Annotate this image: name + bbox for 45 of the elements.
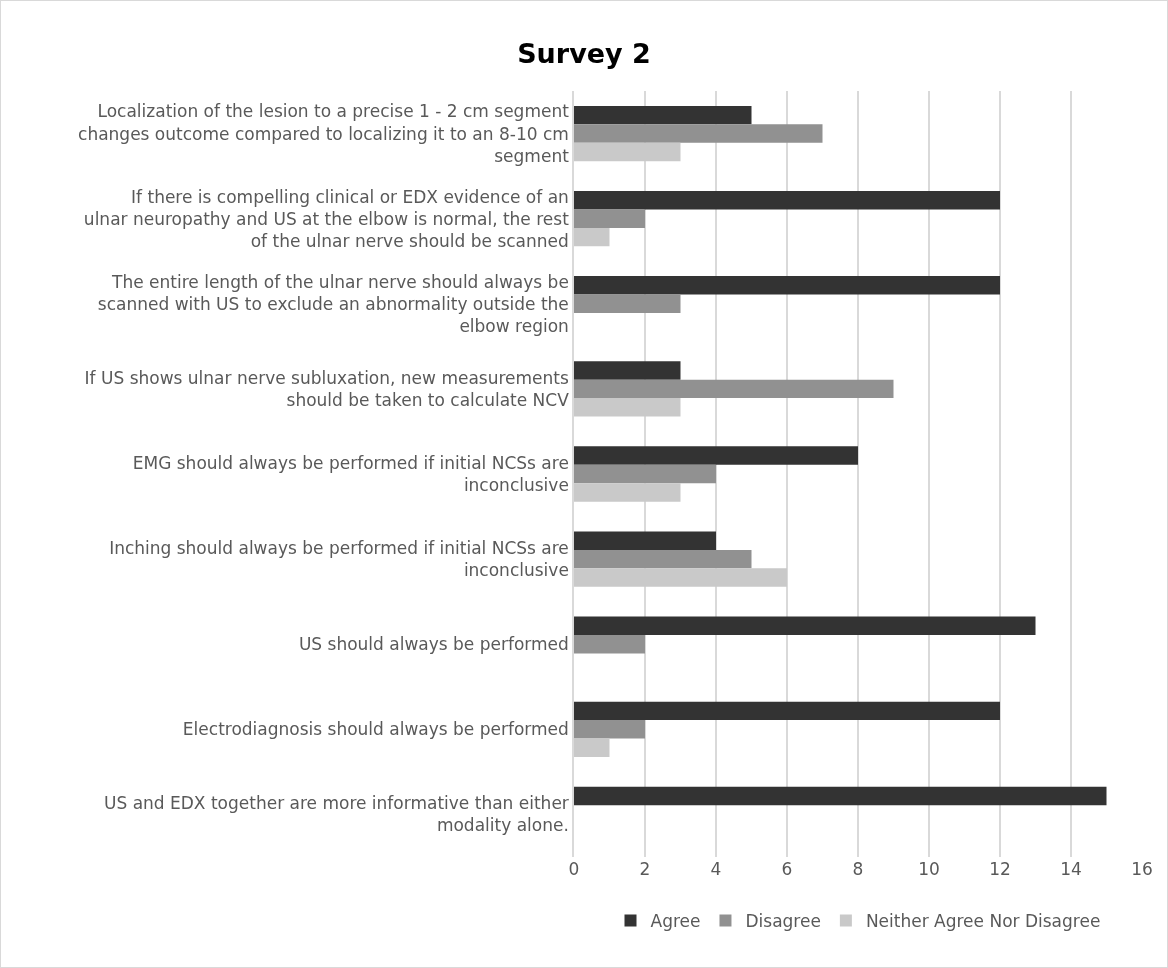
bar: [574, 483, 681, 502]
y-tick-label: US should always be performed: [298, 634, 569, 655]
x-tick-label: 16: [1131, 859, 1153, 879]
bar: [574, 105, 752, 125]
y-tick-label: The entire length of the ulnar nerve should always be scanned with US to exclude an abnormality outside the elbow region: [97, 271, 569, 336]
bar: [574, 398, 681, 417]
x-tick-label: 12: [989, 859, 1011, 879]
bar: [574, 142, 681, 162]
x-tick-label: 8: [852, 859, 864, 879]
bar: [574, 786, 1107, 806]
bar: [574, 276, 1000, 295]
x-tick-label: 10: [918, 859, 940, 879]
x-tick-label: 14: [1060, 859, 1082, 879]
x-tick-label: 6: [781, 859, 793, 879]
bar: [574, 549, 752, 569]
bar: [574, 616, 1036, 635]
bar: [574, 361, 681, 380]
x-tick-label: 2: [639, 859, 651, 879]
legend-label: Agree: [650, 911, 701, 932]
y-tick-label: If US shows ulnar nerve subluxation, new measurements should be taken to calculate NCV: [84, 367, 570, 410]
bar: [574, 446, 858, 465]
y-tick-label: Inching should always be performed if initial NCSs are inconclusive: [109, 538, 569, 581]
y-tick-label: If there is compelling clinical or EDX evidence of an ulnar neuropathy and US at the elbow is normal, the rest of the ulnar nerve should be scanned: [83, 186, 570, 251]
bar: [574, 738, 610, 757]
chart-title: Survey 2: [517, 38, 651, 70]
bar: [574, 227, 610, 247]
bar: [574, 379, 894, 399]
legend-label: Disagree: [745, 911, 821, 932]
bar: [574, 701, 1000, 721]
y-tick-label: EMG should always be performed if initial NCSs are inconclusive: [132, 452, 569, 495]
y-tick-label: Electrodiagnosis should always be performed: [182, 719, 569, 740]
bar: [574, 191, 1000, 210]
bar: [574, 531, 716, 550]
bar: [574, 209, 645, 228]
y-tick-label: Localization of the lesion to a precise 1 - 2 cm segment changes outcome compared to localizing it to an 8-10 cm segment: [78, 101, 570, 166]
bar: [574, 124, 823, 143]
legend-label: Neither Agree Nor Disagree: [865, 911, 1101, 932]
bar: [574, 568, 787, 587]
x-tick-label: 4: [710, 859, 722, 879]
bar: [574, 294, 681, 313]
bar: [574, 720, 645, 739]
bar: [574, 464, 716, 484]
x-tick-label: 0: [568, 859, 580, 879]
bar: [574, 635, 645, 654]
y-tick-label: US and EDX together are more informative than either modality alone.: [104, 793, 569, 836]
